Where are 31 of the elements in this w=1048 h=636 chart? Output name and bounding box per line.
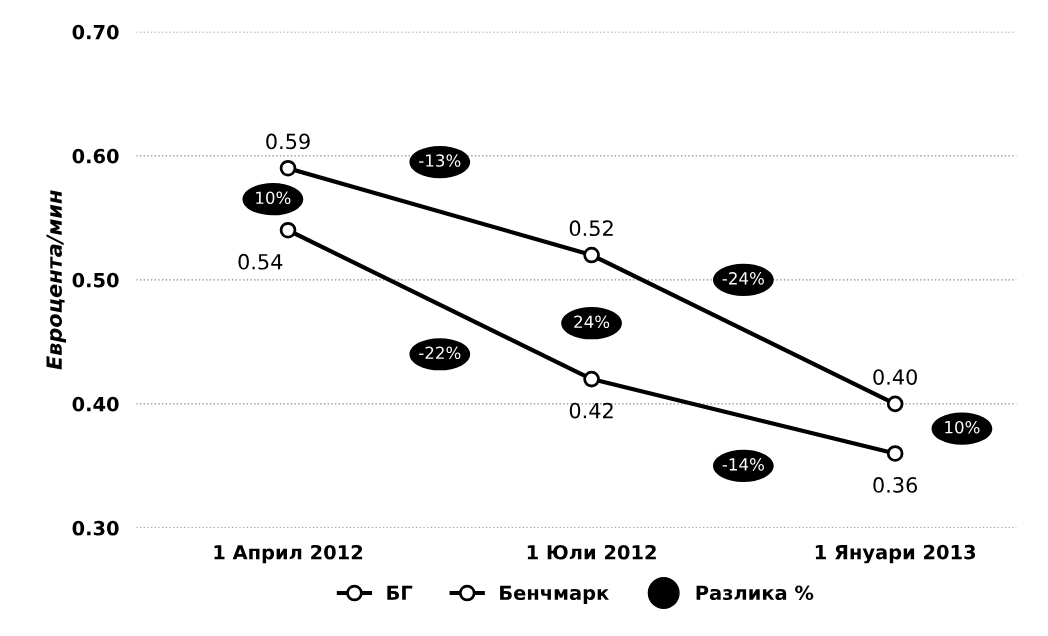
annotation: 10%: [256, 191, 291, 205]
data-label: 0.59: [266, 133, 310, 150]
data-label: 0.54: [238, 253, 283, 270]
annotation: -13%: [419, 154, 461, 167]
y-tick-label: 0.70: [72, 24, 119, 40]
text: Разлика %: [696, 585, 814, 601]
legend-label: БГ: [387, 585, 413, 600]
point: [279, 221, 297, 239]
annotation: 10%: [945, 420, 980, 434]
x-tick-label: 1 Юли 2012: [527, 544, 656, 560]
annotation: -24%: [722, 272, 764, 285]
point: [886, 395, 904, 413]
y-tick-label: 0.60: [72, 148, 119, 164]
y-tick-label: 0.50: [72, 272, 119, 288]
point: [279, 159, 297, 177]
data-label: 0.36: [873, 477, 918, 493]
annotation: -22%: [419, 346, 461, 360]
annotation: -14%: [722, 458, 764, 471]
point: [583, 370, 600, 388]
data-label: 0.42: [569, 402, 613, 419]
legend-label: Бенчмарк: [500, 585, 609, 604]
x-tick-label: 1 Април 2012: [214, 544, 363, 564]
annotation: 24%: [574, 315, 610, 329]
point: [583, 246, 600, 264]
y-tick-label: 0.30: [72, 520, 119, 536]
y-tick-label: 0.40: [72, 396, 119, 412]
data-label: 0.40: [873, 369, 917, 385]
data-label: 0.52: [569, 220, 613, 237]
y-axis-title: Евроцента/мин: [46, 190, 67, 370]
x-tick-label: 1 Януари 2013: [815, 544, 976, 564]
point: [886, 445, 904, 462]
